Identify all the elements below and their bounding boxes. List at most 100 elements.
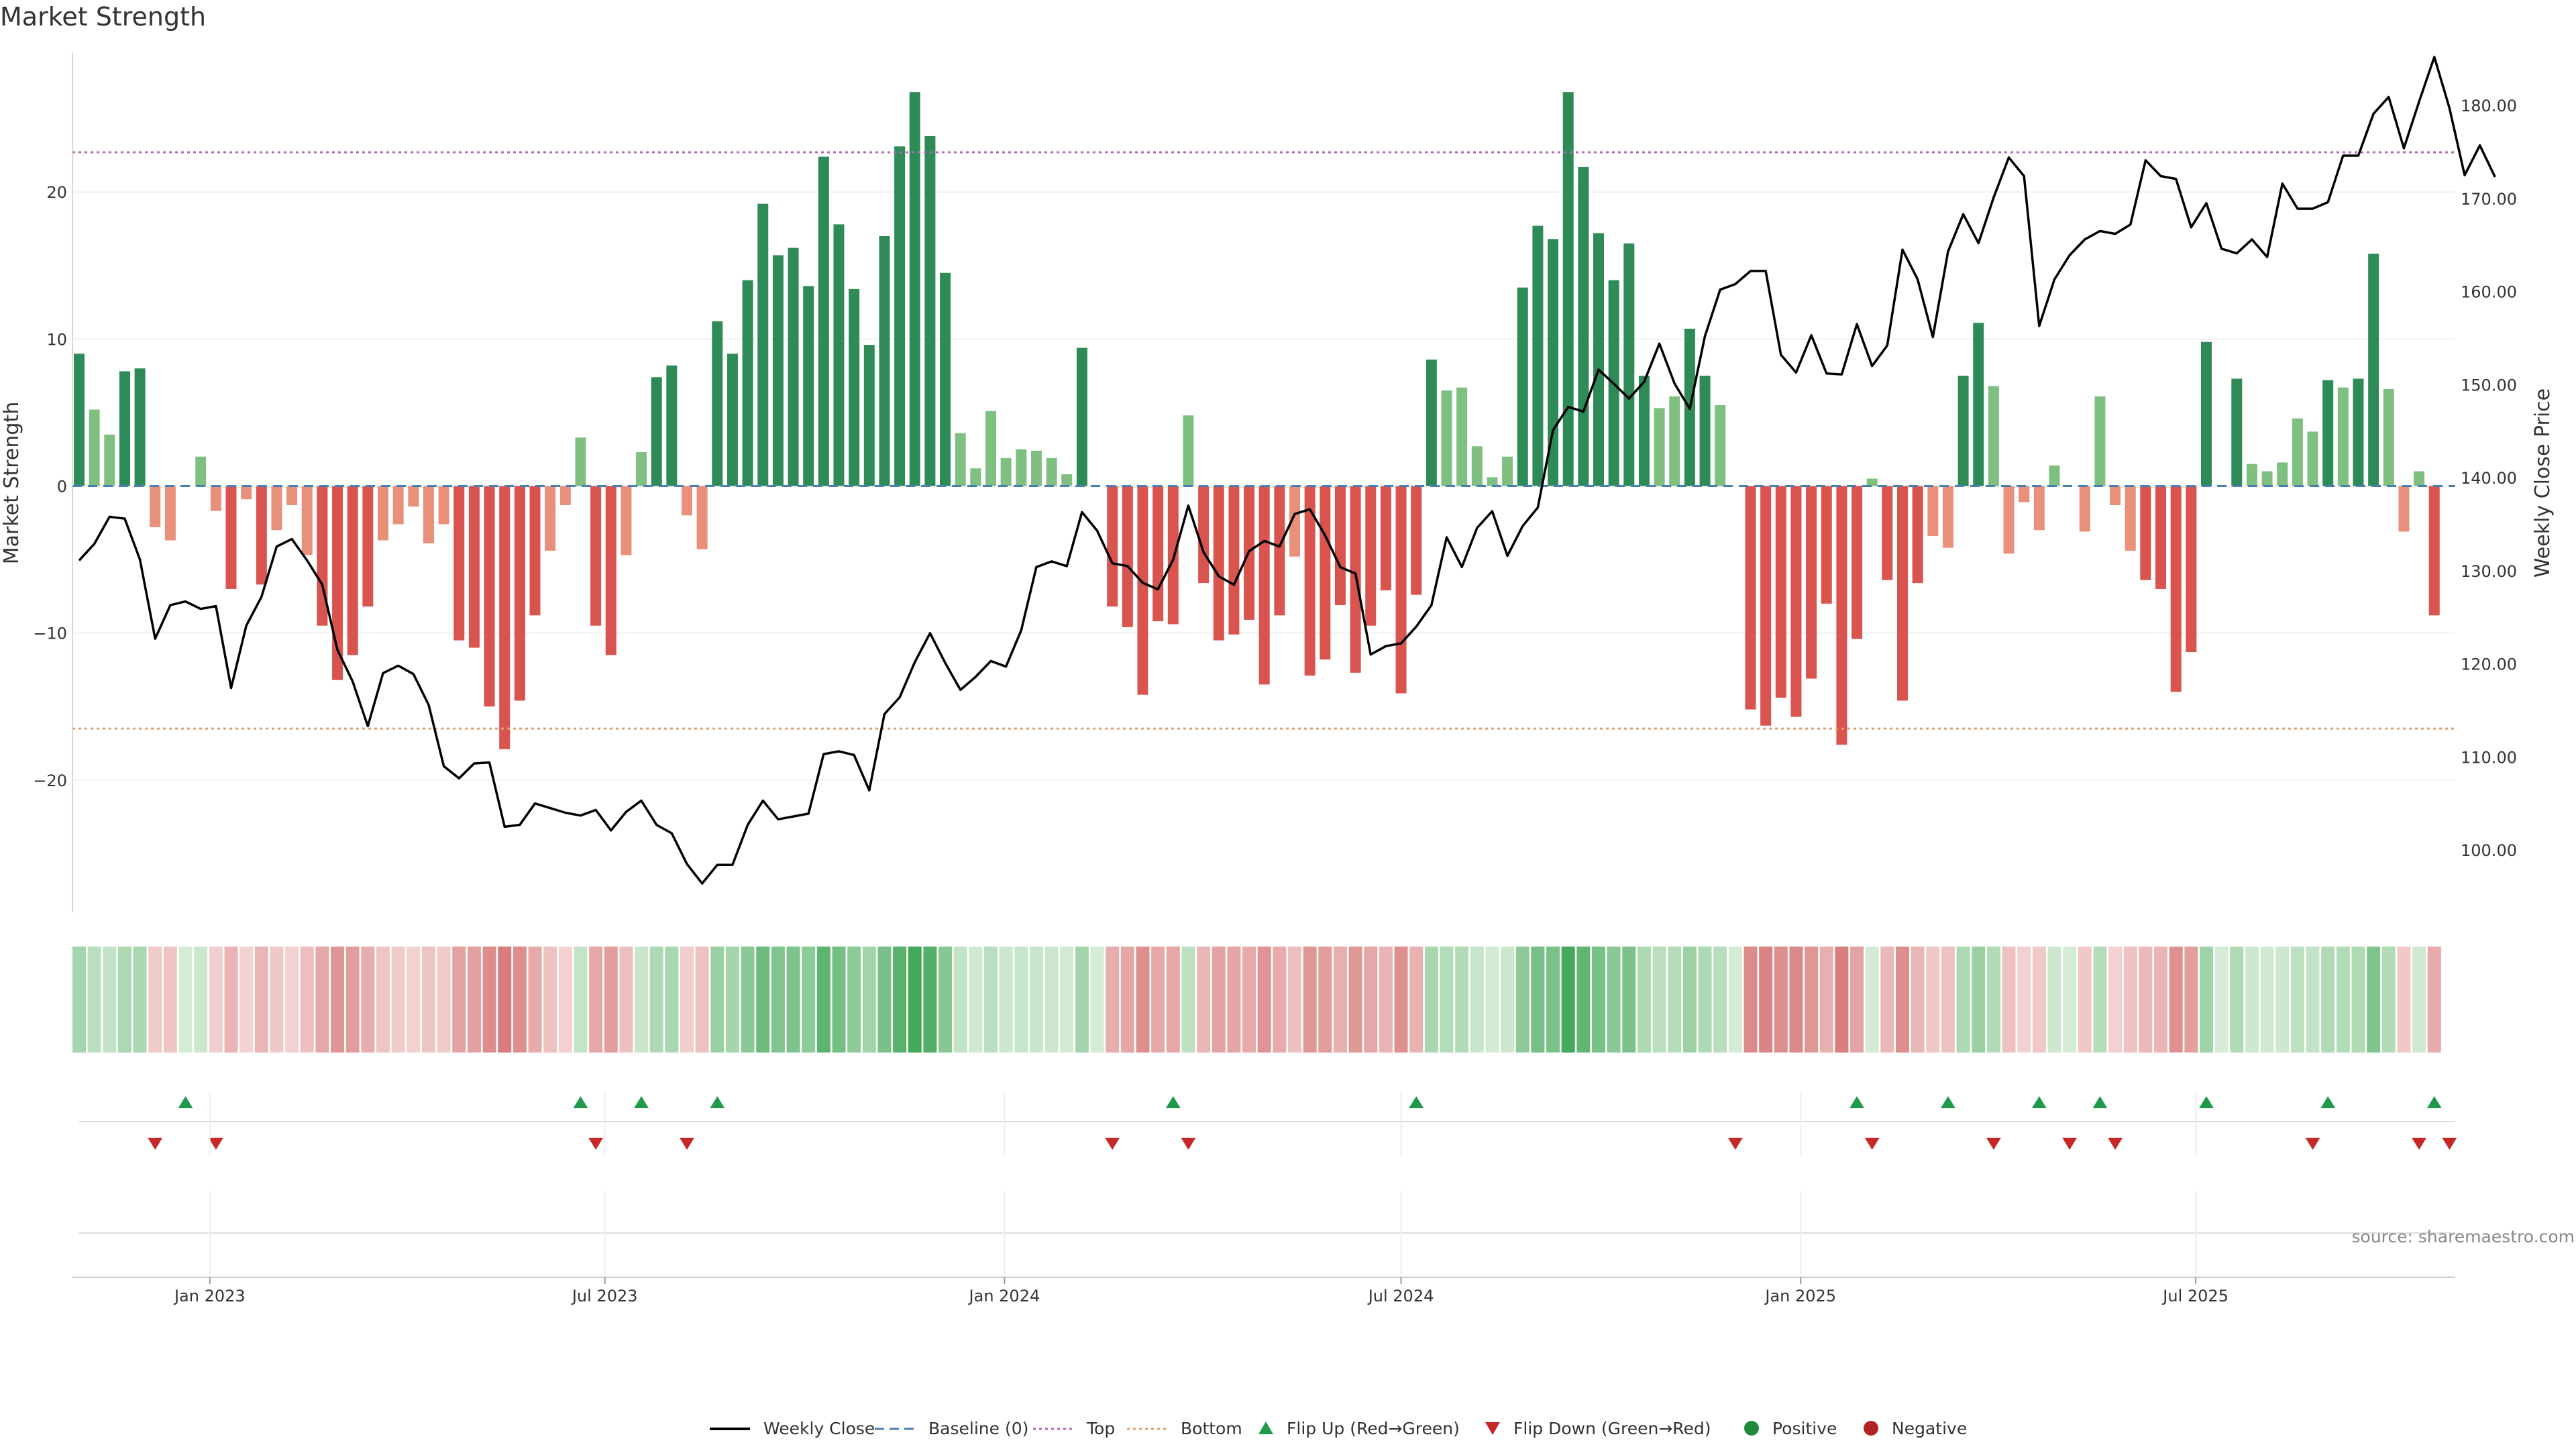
strength-bar <box>1927 486 1939 536</box>
strength-bar <box>696 486 708 549</box>
flip-down-marker <box>1864 1138 1880 1150</box>
strength-bar <box>1912 486 1923 584</box>
heat-cell <box>2351 947 2365 1053</box>
flip-down-marker <box>1986 1138 2001 1150</box>
heat-cell <box>953 947 967 1053</box>
strength-bar <box>2201 341 2212 486</box>
strength-bar <box>2353 378 2364 486</box>
legend-label: Flip Down (Green→Red) <box>1513 1419 1711 1438</box>
left-tick-label: 10 <box>46 330 67 349</box>
strength-bar <box>1593 233 1604 486</box>
heat-cell <box>1531 947 1545 1053</box>
left-tick-label: 0 <box>57 477 67 496</box>
heat-cell <box>72 947 86 1053</box>
strength-bar <box>1334 486 1346 605</box>
heat-cell <box>2214 947 2229 1053</box>
heat-cell <box>1622 947 1636 1053</box>
heat-cell <box>285 947 299 1053</box>
heat-cell <box>1759 947 1773 1053</box>
right-tick-label: 100.00 <box>2461 841 2517 860</box>
legend-item: Positive <box>1744 1419 1837 1438</box>
strength-bar <box>666 365 678 486</box>
heat-cell <box>1470 947 1484 1053</box>
flip-down-marker <box>2108 1138 2123 1150</box>
strength-bar <box>909 92 920 486</box>
legend-label: Weekly Close <box>763 1419 875 1438</box>
heat-cell <box>1075 947 1089 1053</box>
heat-cell <box>467 947 481 1053</box>
strength-bar <box>423 486 434 543</box>
heat-cell <box>133 947 147 1053</box>
heat-cell <box>1774 947 1788 1053</box>
strength-bar <box>2261 471 2273 486</box>
strength-bar <box>1654 408 1665 486</box>
legend-swatch-dot <box>1744 1421 1759 1436</box>
strength-bar <box>727 354 738 486</box>
right-tick-label: 110.00 <box>2461 748 2517 767</box>
strength-bar <box>514 486 525 701</box>
strength-bar <box>2368 254 2379 486</box>
strength-bar <box>1030 450 1042 486</box>
legend-item: Negative <box>1864 1419 1967 1438</box>
heat-cell <box>2078 947 2092 1053</box>
heat-cell <box>2108 947 2123 1053</box>
heat-cell <box>999 947 1013 1053</box>
heat-cell <box>315 947 329 1053</box>
source-note: source: sharemaestro.com <box>2352 1227 2575 1246</box>
strength-bar <box>1320 486 1331 660</box>
strength-bar <box>1790 486 1802 717</box>
strength-bar <box>2398 486 2410 532</box>
strength-bar <box>2337 387 2349 486</box>
heat-cell <box>2139 947 2153 1053</box>
heat-cell <box>437 947 451 1053</box>
weekly-close-line <box>78 56 2496 885</box>
strength-bar <box>2125 486 2136 551</box>
chart-title: Market Strength <box>0 2 206 32</box>
strength-bar <box>2231 378 2243 486</box>
x-tick-label: Jul 2024 <box>1367 1287 1434 1305</box>
strength-bar <box>1836 486 1847 745</box>
heat-cell <box>2260 947 2274 1053</box>
heat-cell <box>361 947 375 1053</box>
heat-cell <box>665 947 679 1053</box>
strength-bar <box>1897 486 1908 701</box>
heat-cell <box>376 947 390 1053</box>
strength-bar <box>2428 486 2440 616</box>
strength-bar <box>1745 486 1756 710</box>
flip-down-marker <box>1105 1138 1120 1150</box>
strength-bar <box>1775 486 1786 698</box>
heat-cell <box>1303 947 1317 1053</box>
heat-cell <box>725 947 739 1053</box>
legend-label: Baseline (0) <box>928 1419 1028 1438</box>
heat-cell <box>2002 947 2016 1053</box>
heat-cell <box>1789 947 1803 1053</box>
x-tick-label: Jan 2024 <box>968 1287 1040 1305</box>
left-tick-label: −10 <box>33 625 67 643</box>
strength-bar <box>757 203 769 486</box>
heat-cell <box>1029 947 1043 1053</box>
right-tick-label: 130.00 <box>2461 562 2517 581</box>
strength-bar <box>1532 225 1544 486</box>
heat-cell <box>1956 947 1970 1053</box>
x-tick-label: Jul 2023 <box>571 1287 638 1305</box>
heat-cell <box>528 947 542 1053</box>
strength-bar <box>772 255 784 486</box>
heat-cell <box>2381 947 2396 1053</box>
heat-cell <box>239 947 254 1053</box>
heat-cell <box>270 947 284 1053</box>
heat-cell <box>345 947 360 1053</box>
strength-bar <box>2079 486 2090 532</box>
heat-cell <box>558 947 572 1053</box>
strength-bar <box>682 486 692 516</box>
heat-cell <box>756 947 770 1053</box>
legend-item: Baseline (0) <box>875 1419 1028 1438</box>
strength-bar <box>924 136 936 486</box>
flip-down-marker <box>2062 1138 2078 1150</box>
strength-bar <box>89 409 100 486</box>
strength-bar <box>712 321 723 486</box>
heat-cell <box>969 947 983 1053</box>
flip-up-marker <box>2426 1096 2442 1108</box>
strength-bar <box>2033 486 2045 531</box>
left-axis-label: Market Strength <box>0 402 23 564</box>
